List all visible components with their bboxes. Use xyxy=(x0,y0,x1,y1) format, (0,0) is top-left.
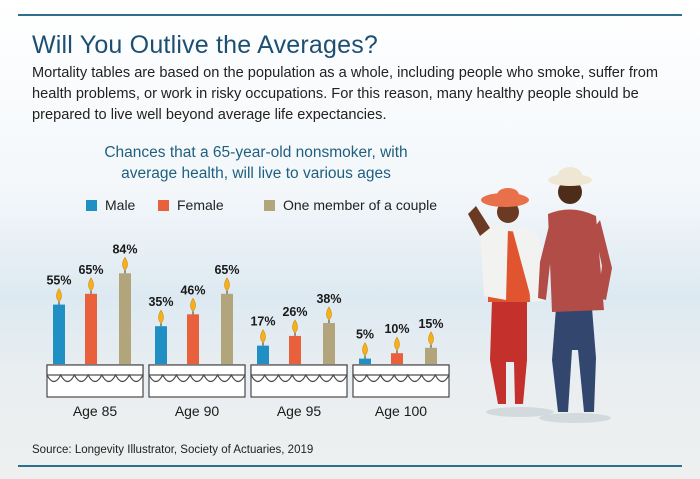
candle-flame-icon xyxy=(292,319,298,334)
cake-frosting xyxy=(250,373,348,383)
bar-female xyxy=(187,314,199,364)
top-rule xyxy=(18,14,682,16)
bar-group: 5% 10% 15% Age 100 xyxy=(352,317,450,419)
candle-flame-icon xyxy=(190,297,196,312)
data-label: 55% xyxy=(46,274,71,288)
candle-flame-icon xyxy=(260,329,266,344)
candle-flame-icon xyxy=(362,342,368,357)
legend-label-female: Female xyxy=(177,197,224,213)
source-note: Source: Longevity Illustrator, Society o… xyxy=(32,444,314,456)
candle-flame-icon xyxy=(56,288,62,303)
bar-one-member-of-a-couple xyxy=(323,322,335,364)
cake-frosting xyxy=(352,373,450,383)
cake-top xyxy=(148,364,246,376)
bar-male xyxy=(53,304,65,364)
category-label: Age 100 xyxy=(375,403,427,419)
data-label: 38% xyxy=(316,292,341,306)
intro-paragraph: Mortality tables are based on the popula… xyxy=(32,65,659,123)
bar-group: 55% 65% 84% Age 85 xyxy=(46,242,144,419)
candle-flame-icon xyxy=(88,277,94,292)
bar-female xyxy=(289,335,301,364)
cake-top xyxy=(352,364,450,376)
bar-one-member-of-a-couple xyxy=(425,347,437,364)
category-label: Age 95 xyxy=(277,403,322,419)
category-label: Age 85 xyxy=(73,403,118,419)
data-label: 17% xyxy=(250,315,275,329)
bar-group: 35% 46% 65% Age 90 xyxy=(148,263,246,419)
candle-flame-icon xyxy=(428,331,434,346)
page-title: Will You Outlive the Averages? xyxy=(32,31,379,59)
data-label: 35% xyxy=(148,295,173,309)
candle-flame-icon xyxy=(326,306,332,321)
bar-one-member-of-a-couple xyxy=(221,293,233,364)
cake-frosting xyxy=(46,373,144,383)
legend-swatch-female xyxy=(158,200,169,211)
walking-couple-illustration xyxy=(468,167,612,423)
legend-item-male: Male xyxy=(86,197,135,213)
data-label: 46% xyxy=(180,283,205,297)
candle-flame-icon xyxy=(394,336,400,351)
data-label: 5% xyxy=(356,328,374,342)
legend-label-male: Male xyxy=(105,197,136,213)
cake-frosting xyxy=(148,373,246,383)
bar-one-member-of-a-couple xyxy=(119,273,131,364)
candle-flame-icon xyxy=(224,277,230,292)
legend-item-female: Female xyxy=(158,197,224,213)
bar-male xyxy=(257,345,269,364)
cake-top xyxy=(46,364,144,376)
legend-swatch-male xyxy=(86,200,97,211)
data-label: 15% xyxy=(418,317,443,331)
bar-groups: 55% 65% 84% Age 85 35% 46% 65% Age 90 17% 26% 38% A… xyxy=(46,242,450,419)
bar-female xyxy=(85,293,97,364)
legend-label-couple: One member of a couple xyxy=(283,197,438,213)
bar-male xyxy=(155,326,167,364)
cake-top xyxy=(250,364,348,376)
chart-title: Chances that a 65-year-old nonsmoker, wi… xyxy=(104,144,408,182)
legend-swatch-couple xyxy=(264,200,275,211)
bottom-rule xyxy=(18,465,682,467)
bar-female xyxy=(391,353,403,364)
bar-group: 17% 26% 38% Age 95 xyxy=(250,292,348,419)
data-label: 65% xyxy=(78,263,103,277)
data-label: 26% xyxy=(282,305,307,319)
legend-item-couple: One member of a couple xyxy=(264,197,437,213)
data-label: 84% xyxy=(112,242,137,256)
bar-male xyxy=(359,358,371,364)
data-label: 10% xyxy=(384,322,409,336)
data-label: 65% xyxy=(214,263,239,277)
category-label: Age 90 xyxy=(175,403,220,419)
candle-flame-icon xyxy=(158,309,164,324)
candle-flame-icon xyxy=(122,256,128,271)
